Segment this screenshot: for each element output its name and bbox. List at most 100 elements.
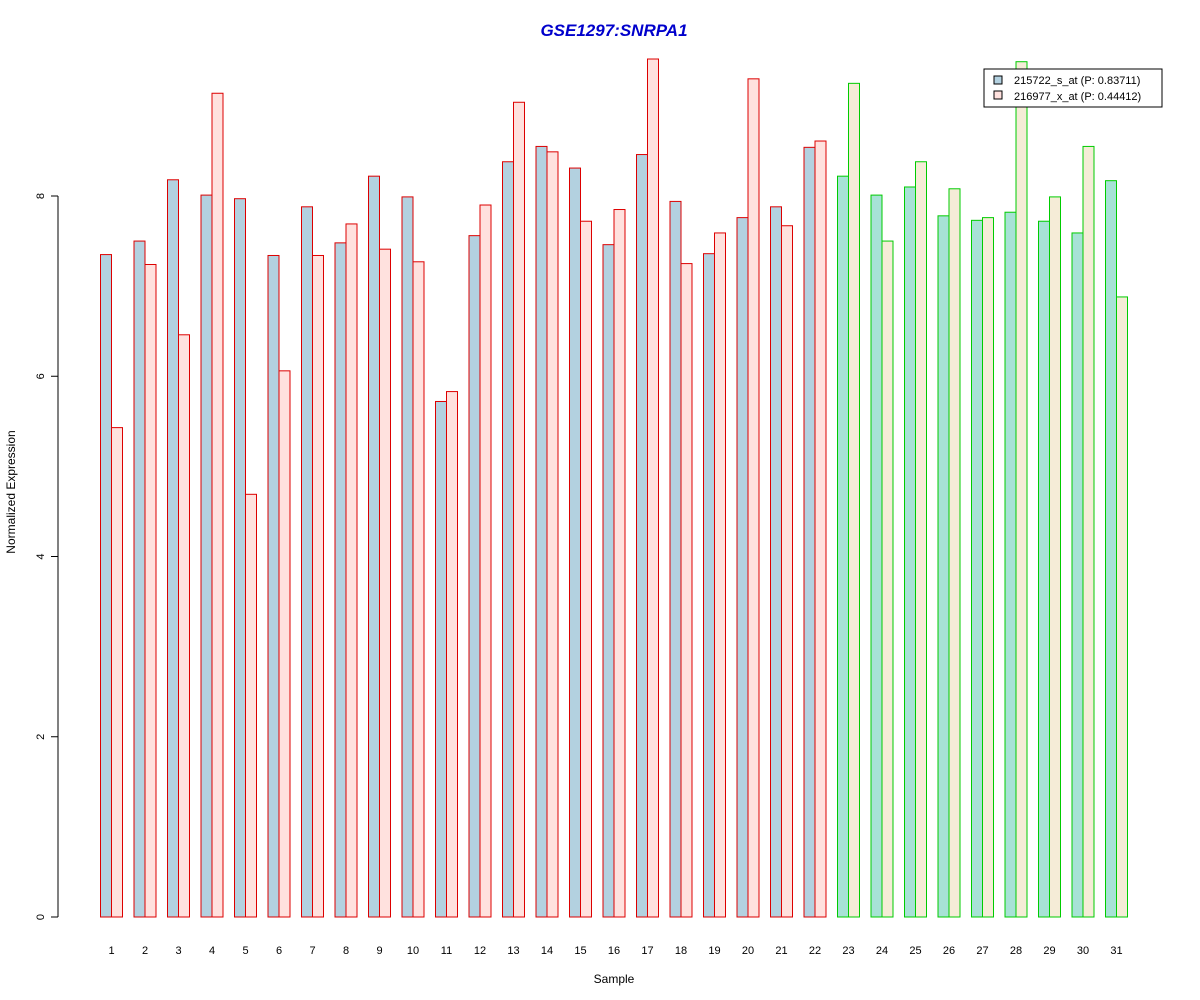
bar-series1-sample-8 bbox=[334, 242, 347, 918]
bar-series1-sample-20 bbox=[736, 217, 749, 918]
x-tick-label: 5 bbox=[242, 945, 248, 957]
y-tick-label: 6 bbox=[35, 373, 47, 379]
x-tick-label: 31 bbox=[1110, 945, 1122, 957]
x-tick-label: 16 bbox=[608, 945, 620, 957]
chart-title: GSE1297:SNRPA1 bbox=[540, 21, 687, 40]
y-tick-label: 4 bbox=[35, 553, 47, 559]
x-tick-label: 12 bbox=[474, 945, 486, 957]
x-axis: 1 2 3 4 5 6 7 8 9 10 11 12 13 14 15 16 17 18 19 20 21 22 23 24 2… bbox=[108, 945, 1122, 957]
bar-series1-sample-9 bbox=[368, 175, 380, 918]
x-tick-label: 25 bbox=[909, 945, 921, 957]
bar-series2-sample-20 bbox=[747, 78, 760, 918]
bar-series1-sample-13 bbox=[502, 161, 514, 918]
bar-series1-sample-26 bbox=[937, 215, 950, 918]
bar-series1-sample-31 bbox=[1105, 180, 1117, 918]
bar-series1-sample-11 bbox=[435, 400, 447, 918]
x-tick-label: 2 bbox=[142, 945, 148, 957]
x-tick-label: 11 bbox=[441, 945, 452, 957]
x-tick-label: 23 bbox=[842, 945, 854, 957]
x-tick-label: 10 bbox=[407, 945, 419, 957]
x-tick-label: 7 bbox=[309, 945, 315, 957]
bar-series1-sample-1 bbox=[100, 254, 112, 918]
x-tick-label: 6 bbox=[276, 945, 282, 957]
x-tick-label: 24 bbox=[876, 945, 888, 957]
bar-series2-sample-12 bbox=[479, 204, 492, 918]
x-tick-label: 15 bbox=[574, 945, 586, 957]
x-tick-label: 18 bbox=[675, 945, 687, 957]
bar-series1-sample-24 bbox=[870, 194, 883, 918]
bar-series2-sample-1 bbox=[111, 427, 123, 918]
x-tick-label: 3 bbox=[175, 945, 181, 957]
bar-series2-sample-26 bbox=[948, 188, 961, 918]
bar-series1-sample-19 bbox=[703, 253, 715, 918]
legend: 215722_s_at (P: 0.83711) 216977_x_at (P:… bbox=[983, 68, 1163, 108]
x-tick-label: 8 bbox=[343, 945, 349, 957]
bar-series2-sample-5 bbox=[245, 493, 257, 918]
bar-series1-sample-16 bbox=[602, 244, 615, 918]
bar-series1-sample-4 bbox=[200, 194, 213, 918]
bar-series2-sample-3 bbox=[178, 334, 190, 918]
x-tick-label: 30 bbox=[1077, 945, 1089, 957]
bar-series2-sample-2 bbox=[144, 263, 157, 918]
x-tick-label: 14 bbox=[541, 945, 553, 957]
x-tick-label: 9 bbox=[376, 945, 382, 957]
y-tick-label: 0 bbox=[35, 914, 47, 920]
bar-series2-sample-16 bbox=[613, 209, 626, 918]
bar-series2-sample-27 bbox=[982, 217, 994, 918]
bar-series2-sample-8 bbox=[345, 223, 358, 918]
bar-series1-sample-28 bbox=[1004, 211, 1017, 918]
bar-series2-sample-22 bbox=[814, 140, 827, 918]
y-tick-label: 8 bbox=[35, 193, 47, 199]
legend-label-2: 216977_x_at (P: 0.44412) bbox=[1014, 91, 1141, 103]
legend-swatch-1 bbox=[993, 75, 1003, 85]
x-tick-label: 19 bbox=[708, 945, 720, 957]
x-tick-label: 29 bbox=[1043, 945, 1055, 957]
bar-series1-sample-6 bbox=[267, 254, 280, 918]
bar-series1-sample-27 bbox=[971, 219, 983, 918]
bar-series1-sample-14 bbox=[535, 145, 548, 918]
bar-series2-sample-6 bbox=[278, 370, 291, 918]
bar-series1-sample-30 bbox=[1071, 232, 1084, 918]
x-tick-label: 21 bbox=[775, 945, 787, 957]
bar-series2-sample-17 bbox=[647, 58, 659, 918]
x-tick-label: 13 bbox=[507, 945, 519, 957]
bar-series2-sample-15 bbox=[580, 220, 592, 918]
y-axis: 0 2 4 6 8 bbox=[35, 193, 59, 920]
x-tick-label: 22 bbox=[809, 945, 821, 957]
x-tick-label: 27 bbox=[976, 945, 988, 957]
bar-series2-sample-28 bbox=[1015, 61, 1028, 918]
bar-series1-sample-15 bbox=[569, 167, 581, 918]
bar-series2-sample-21 bbox=[781, 225, 793, 918]
bar-series2-sample-31 bbox=[1116, 296, 1128, 918]
bar-series1-sample-29 bbox=[1038, 220, 1050, 918]
bar-series1-sample-7 bbox=[301, 206, 313, 918]
y-tick-label: 2 bbox=[35, 734, 47, 740]
x-tick-label: 1 bbox=[108, 945, 114, 957]
bar-series2-sample-18 bbox=[680, 263, 693, 918]
bar-series1-sample-3 bbox=[167, 179, 179, 918]
bar-series1-sample-21 bbox=[770, 206, 782, 918]
x-tick-label: 17 bbox=[641, 945, 653, 957]
bar-series1-sample-18 bbox=[669, 200, 682, 918]
bar-series1-sample-10 bbox=[401, 196, 414, 918]
bar-series2-sample-30 bbox=[1082, 145, 1095, 918]
bar-series2-sample-11 bbox=[446, 391, 458, 918]
x-tick-label: 26 bbox=[943, 945, 955, 957]
y-axis-label: Normalized Expression bbox=[4, 430, 18, 553]
bar-series1-sample-2 bbox=[133, 240, 146, 918]
bar-series2-sample-9 bbox=[379, 248, 391, 918]
bar-series1-sample-12 bbox=[468, 235, 481, 918]
legend-label-1: 215722_s_at (P: 0.83711) bbox=[1014, 75, 1140, 87]
bar-series1-sample-22 bbox=[803, 146, 816, 918]
bar-series2-sample-10 bbox=[412, 261, 425, 918]
x-axis-label: Sample bbox=[594, 972, 635, 986]
bar-series1-sample-25 bbox=[904, 186, 916, 918]
legend-swatch-2 bbox=[993, 90, 1003, 100]
bar-series2-sample-7 bbox=[312, 254, 324, 918]
legend-box bbox=[983, 68, 1163, 108]
x-tick-label: 28 bbox=[1010, 945, 1022, 957]
bar-series2-sample-19 bbox=[714, 232, 726, 918]
bar-series1-sample-23 bbox=[837, 175, 849, 918]
bars-group bbox=[100, 58, 1128, 918]
